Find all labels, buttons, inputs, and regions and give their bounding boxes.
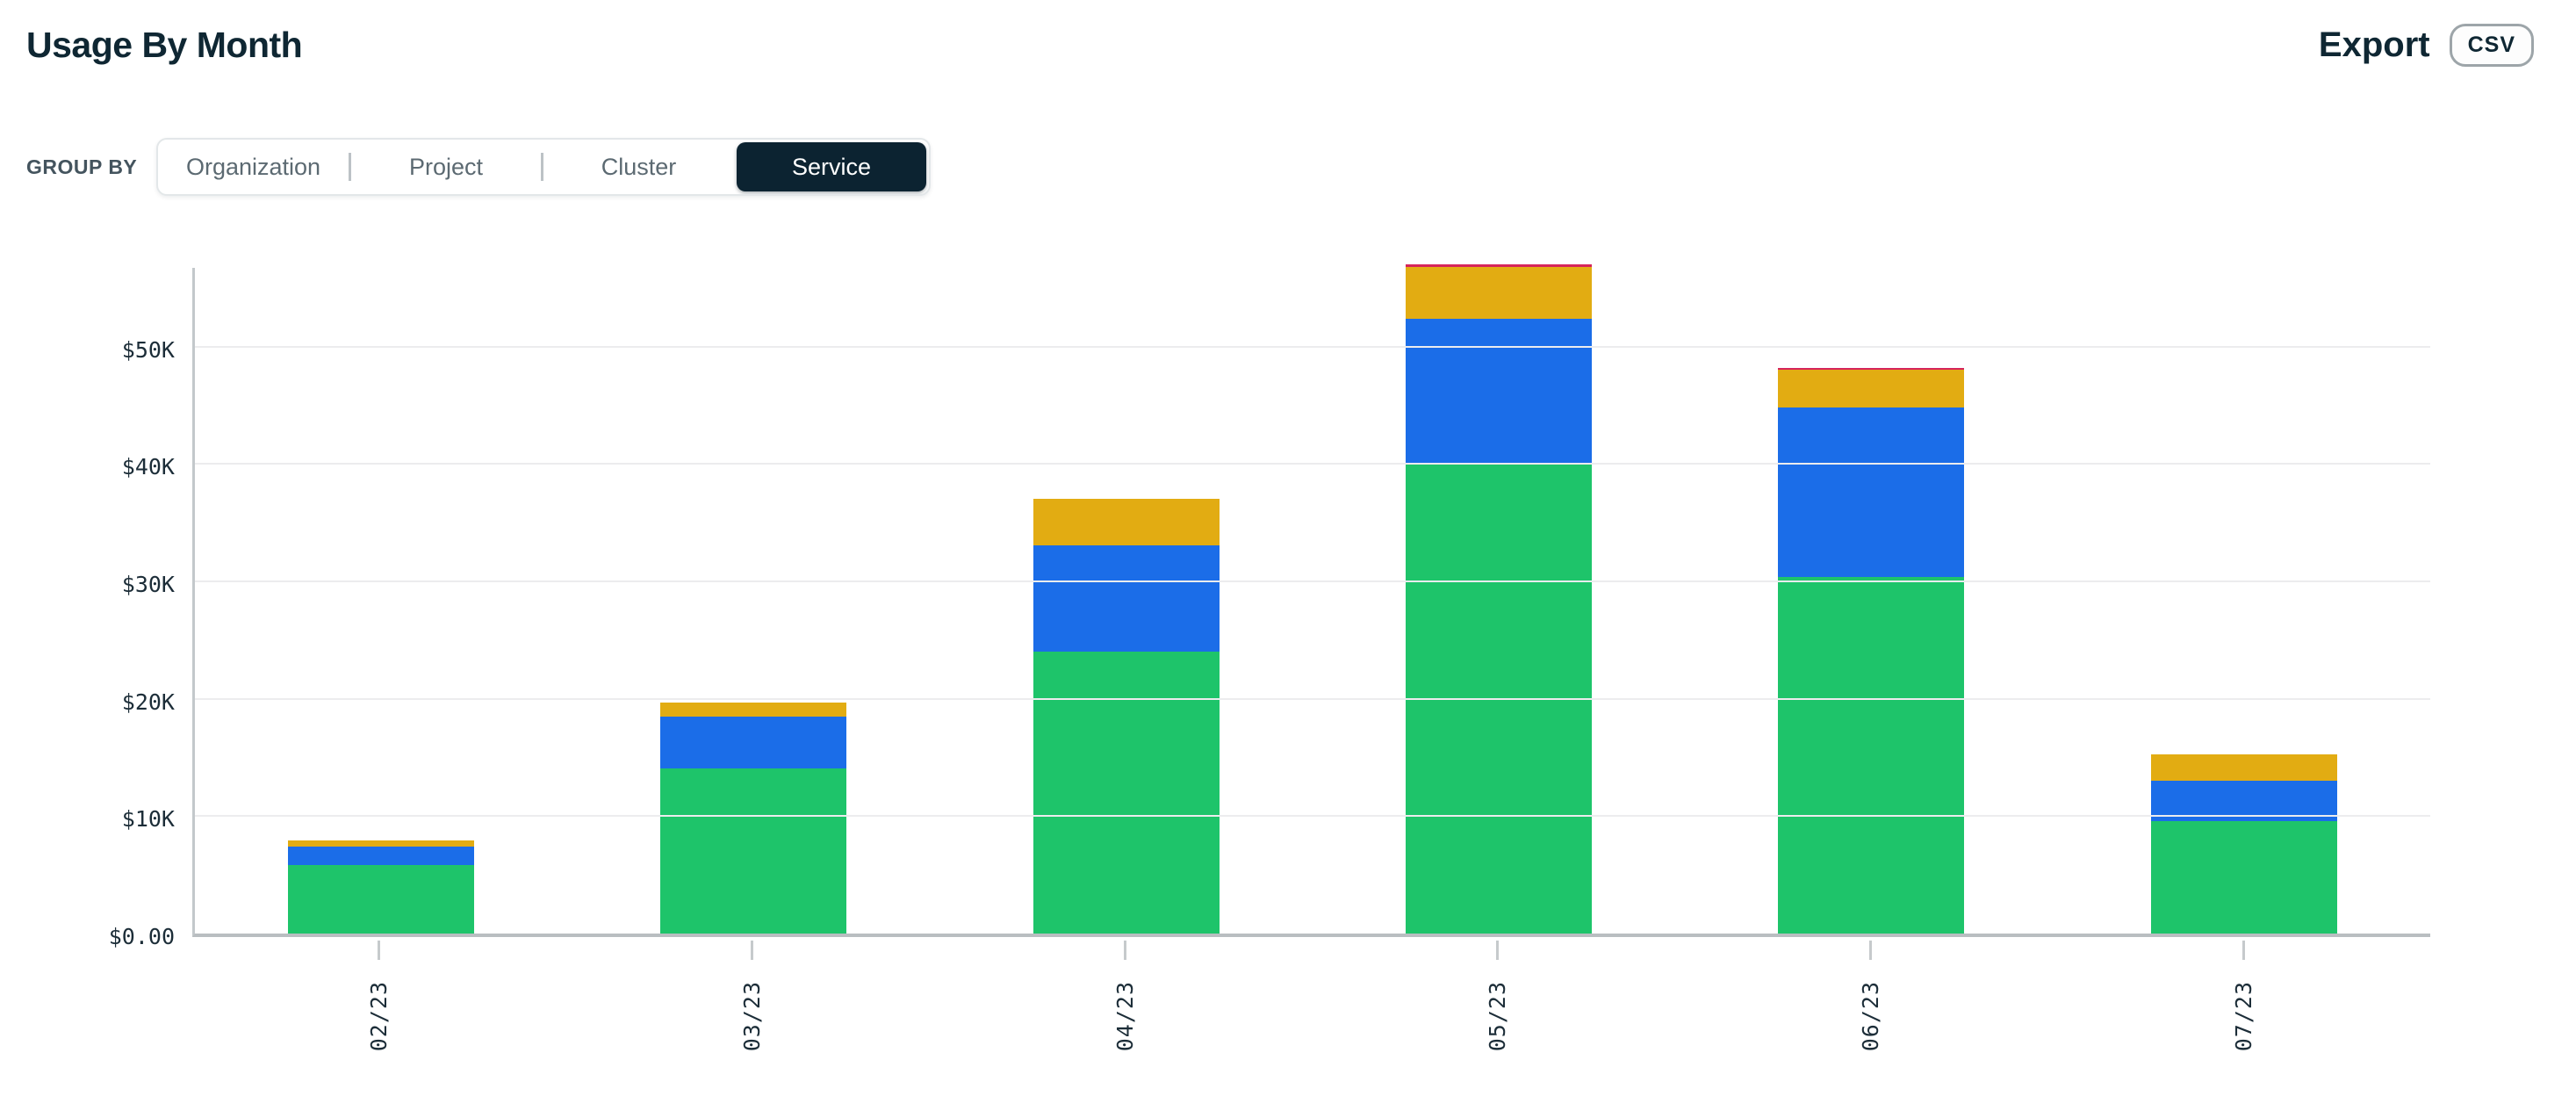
x-tick-label-03/23: 03/23 <box>738 981 765 1052</box>
y-tick-label: $10K <box>121 806 175 833</box>
x-slot-07/23: 07/23 <box>2057 941 2430 1072</box>
bar-segment-03/23-green-segment[interactable] <box>660 768 847 934</box>
bar-segment-02/23-green-segment[interactable] <box>288 865 475 934</box>
bar-segment-05/23-gold-segment[interactable] <box>1406 266 1593 319</box>
segment-divider <box>541 153 544 181</box>
y-tick-label: $40K <box>121 454 175 480</box>
group-by-label: GROUP BY <box>26 155 138 178</box>
bar-segment-04/23-blue-segment[interactable] <box>1033 544 1220 653</box>
stacked-bar-02/23[interactable] <box>288 840 475 934</box>
y-axis-labels: $0.00 $10K $20K $30K $40K $50K <box>0 268 175 949</box>
x-tick-label-04/23: 04/23 <box>1112 981 1138 1052</box>
bar-group-07/23 <box>2058 268 2430 934</box>
bar-segment-03/23-gold-segment[interactable] <box>660 702 847 717</box>
group-by-option-service[interactable]: Service <box>736 142 927 191</box>
x-slot-05/23: 05/23 <box>1311 941 1684 1072</box>
x-axis: 02/23 03/23 04/23 05/23 06/23 07/23 <box>192 941 2430 1072</box>
segment-divider <box>348 153 351 181</box>
stacked-bar-03/23[interactable] <box>660 702 847 934</box>
gridline-$20K <box>195 697 2430 700</box>
group-by-segmented-control[interactable]: Organization Project Cluster Service <box>156 138 932 196</box>
x-slot-06/23: 06/23 <box>1684 941 2057 1072</box>
group-by-option-cluster[interactable]: Cluster <box>543 140 734 194</box>
page-title: Usage By Month <box>26 24 303 65</box>
export-button[interactable]: Export CSV <box>2318 23 2534 67</box>
bar-group-05/23 <box>1313 264 1685 934</box>
bar-segment-06/23-red-segment[interactable] <box>1778 367 1965 371</box>
bar-segment-07/23-blue-segment[interactable] <box>2150 781 2337 821</box>
group-by-row: GROUP BY Organization Project Cluster Servi… <box>26 138 932 196</box>
bar-segment-03/23-blue-segment[interactable] <box>660 716 847 768</box>
gridline-$50K <box>195 345 2430 348</box>
y-tick-label: $30K <box>121 571 175 597</box>
group-by-option-project[interactable]: Project <box>351 140 542 194</box>
x-axis-tick <box>1496 941 1500 960</box>
stacked-bar-07/23[interactable] <box>2150 754 2337 934</box>
bar-segment-04/23-green-segment[interactable] <box>1033 652 1220 934</box>
group-by-option-organization[interactable]: Organization <box>158 140 349 194</box>
export-label[interactable]: Export <box>2318 25 2430 64</box>
gridline-$40K <box>195 463 2430 465</box>
bar-segment-05/23-red-segment[interactable] <box>1406 264 1593 267</box>
x-axis-tick <box>377 941 380 960</box>
x-tick-label-06/23: 06/23 <box>1858 981 1884 1052</box>
stacked-bar-05/23[interactable] <box>1406 264 1593 934</box>
x-axis-tick <box>1869 941 1873 960</box>
x-tick-label-02/23: 02/23 <box>365 981 392 1052</box>
bar-segment-06/23-blue-segment[interactable] <box>1778 407 1965 577</box>
x-tick-label-05/23: 05/23 <box>1485 981 1511 1052</box>
x-tick-label-07/23: 07/23 <box>2231 981 2257 1052</box>
bar-segment-04/23-gold-segment[interactable] <box>1033 499 1220 545</box>
x-slot-04/23: 04/23 <box>939 941 1312 1072</box>
bar-segment-05/23-blue-segment[interactable] <box>1406 318 1593 463</box>
bar-segment-06/23-green-segment[interactable] <box>1778 576 1965 934</box>
gridline-$10K <box>195 815 2430 818</box>
bar-segment-07/23-green-segment[interactable] <box>2150 820 2337 934</box>
bar-group-02/23 <box>195 268 567 934</box>
plot-area <box>192 264 2430 937</box>
y-tick-label: $0.00 <box>108 924 175 949</box>
stacked-bar-06/23[interactable] <box>1778 367 1965 934</box>
x-slot-02/23: 02/23 <box>192 941 565 1072</box>
x-axis-tick <box>1123 941 1126 960</box>
y-tick-label: $50K <box>121 336 175 363</box>
bar-group-04/23 <box>940 268 1313 934</box>
bar-segment-02/23-gold-segment[interactable] <box>288 840 475 847</box>
x-axis-tick <box>750 941 753 960</box>
bar-segment-07/23-gold-segment[interactable] <box>2150 754 2337 782</box>
y-tick-label: $20K <box>121 689 175 715</box>
export-csv-button[interactable]: CSV <box>2449 23 2534 67</box>
panel-header: Usage By Month Export CSV <box>26 19 2534 70</box>
stacked-bar-04/23[interactable] <box>1033 499 1220 934</box>
x-slot-03/23: 03/23 <box>565 941 939 1072</box>
bars-layer <box>195 264 2430 934</box>
x-axis-tick <box>2242 941 2246 960</box>
gridline-$30K <box>195 580 2430 582</box>
bar-group-06/23 <box>1685 268 2057 934</box>
bar-segment-02/23-blue-segment[interactable] <box>288 847 475 866</box>
bar-segment-06/23-gold-segment[interactable] <box>1778 370 1965 408</box>
bar-group-03/23 <box>567 268 939 934</box>
